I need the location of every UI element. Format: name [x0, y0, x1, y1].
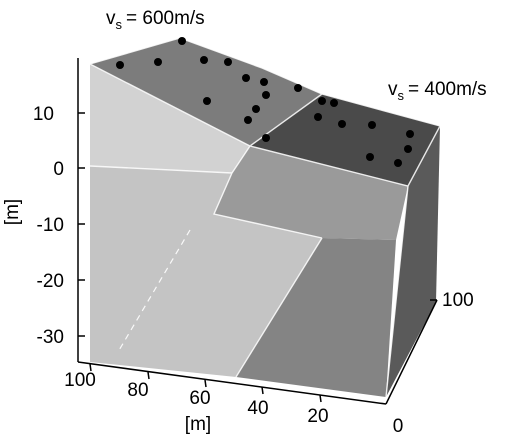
sensor-marker — [404, 145, 412, 153]
x-tick-0: 0 — [393, 416, 404, 437]
front-face-upper-left — [90, 64, 250, 173]
x-tick-100: 100 — [64, 370, 96, 391]
sensor-marker — [116, 61, 124, 69]
sensor-marker — [178, 37, 186, 45]
sensor-marker — [203, 97, 211, 105]
sensor-marker — [252, 105, 260, 113]
y-tick-minus-10: -10 — [37, 215, 64, 236]
block-edges — [89, 37, 441, 398]
sensor-marker — [318, 97, 326, 105]
sensor-marker — [368, 121, 376, 129]
front-face-dark-region — [236, 238, 396, 397]
x-tick-60: 60 — [189, 388, 210, 409]
velocity-label-400: vs = 400m/s — [388, 79, 487, 103]
sensor-marker — [200, 56, 208, 64]
velocity-label-600: vs = 600m/s — [106, 8, 205, 32]
right-face — [386, 126, 440, 397]
y-tick-minus-30: -30 — [37, 327, 64, 348]
y-tick-minus-20: -20 — [37, 271, 64, 292]
sensor-marker — [244, 116, 252, 124]
y-tick-10: 10 — [33, 104, 54, 125]
front-axis — [77, 361, 387, 405]
sensor-marker — [294, 84, 302, 92]
sensor-marker — [154, 58, 162, 66]
z-tick-100: 100 — [442, 290, 474, 311]
sensor-marker — [262, 91, 270, 99]
sensor-marker — [260, 78, 268, 86]
top-face-low-velocity-region — [250, 94, 440, 186]
right-axis — [385, 299, 438, 405]
x-tick-20: 20 — [307, 406, 328, 427]
x-axis-label: [m] — [185, 414, 211, 435]
front-face-mid-region — [214, 146, 408, 240]
front-face-light-region — [90, 166, 322, 377]
sensor-marker — [330, 99, 338, 107]
dashed-internal-boundary — [117, 229, 191, 353]
sensor-marker — [394, 159, 402, 167]
sensor-marker — [224, 58, 232, 66]
sensor-marker — [242, 74, 250, 82]
vertical-axis — [77, 58, 85, 362]
sensor-marker — [262, 134, 270, 142]
y-axis-label: [m] — [2, 199, 23, 225]
y-tick-0: 0 — [53, 159, 64, 180]
top-face-high-velocity-region — [90, 38, 322, 146]
sensor-marker — [338, 120, 346, 128]
sensor-marker — [314, 113, 322, 121]
x-tick-40: 40 — [247, 398, 268, 419]
sensor-marker — [406, 130, 414, 138]
sensor-marker — [366, 153, 374, 161]
x-tick-80: 80 — [127, 380, 148, 401]
sensor-markers — [116, 37, 414, 167]
